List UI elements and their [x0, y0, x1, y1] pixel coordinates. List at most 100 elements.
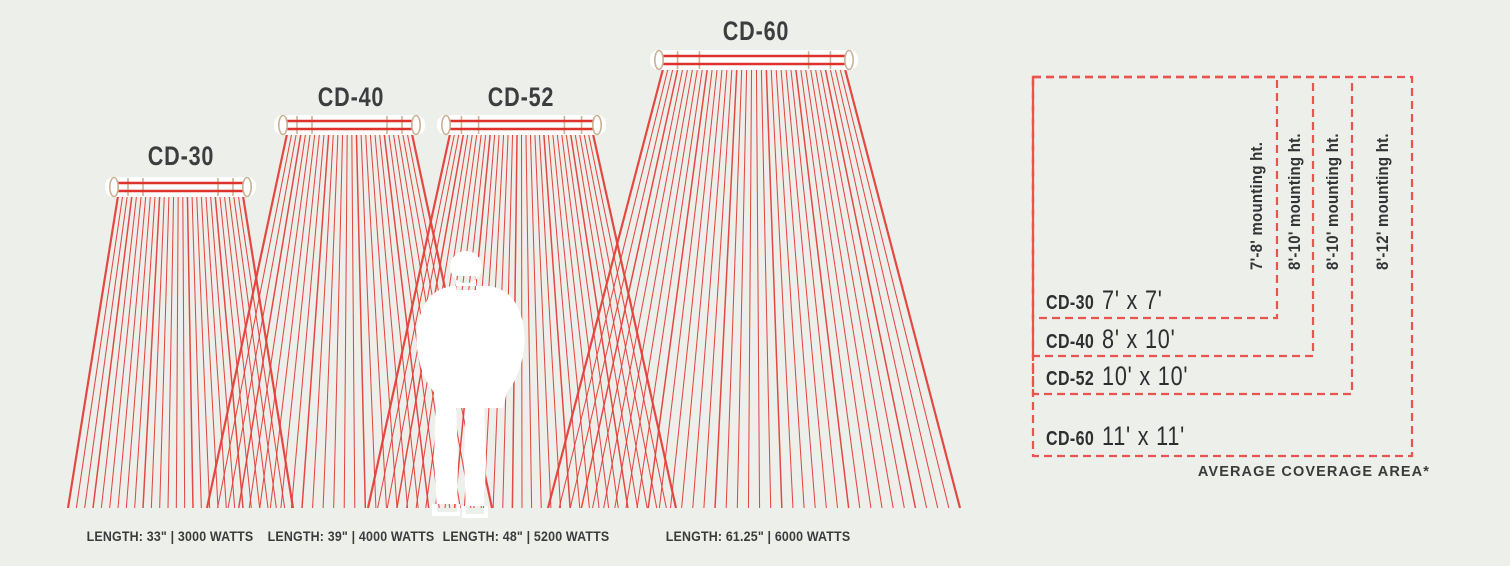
- beam-ray: [100, 195, 138, 509]
- beam-ray: [747, 68, 753, 509]
- beam-ray: [269, 133, 316, 509]
- beam-ray: [592, 68, 684, 509]
- beam-ray: [569, 133, 629, 509]
- beam-ray: [159, 195, 170, 509]
- beam-ray: [290, 133, 325, 509]
- beam-ray: [834, 68, 939, 509]
- beam-ray: [351, 133, 356, 509]
- beam-ray: [558, 68, 669, 509]
- beam-ray: [561, 133, 610, 509]
- coverage-area-box: [1031, 75, 1279, 320]
- mounting-height-label-cd30: 7'-8' mounting ht.: [1247, 141, 1266, 270]
- beam-ray: [583, 133, 658, 509]
- heater-end-cap: [277, 114, 288, 136]
- beam-ray: [603, 68, 689, 509]
- beam-ray: [625, 68, 698, 509]
- beam-ray: [109, 195, 142, 509]
- beam-ray: [538, 133, 562, 509]
- beam-ray: [355, 133, 367, 509]
- spec-caption-cd40: LENGTH: 39" | 4000 WATTS: [267, 529, 435, 544]
- beam-ray: [636, 68, 703, 509]
- heater-end-cap: [109, 176, 120, 198]
- spec-caption-cd52: LENGTH: 48" | 5200 WATTS: [442, 529, 610, 544]
- beam-ray: [669, 68, 718, 509]
- beam-ray: [142, 195, 161, 509]
- coverage-row-cd52: CD-52 10' x 10': [1046, 361, 1210, 392]
- beam-ray: [383, 133, 430, 509]
- beam-ray: [529, 133, 542, 509]
- heater-body-backing: [437, 115, 606, 135]
- heater-end-cap: [591, 114, 602, 136]
- beam-ray: [117, 195, 147, 509]
- beam-ray: [365, 133, 387, 509]
- beam-ray: [191, 195, 202, 509]
- beam-ray: [829, 68, 928, 509]
- coverage-area-value: 8' x 10': [1102, 324, 1176, 354]
- beam-ray: [248, 133, 307, 509]
- coverage-row-cd60: CD-60 11' x 11': [1046, 421, 1206, 452]
- beam-ray: [775, 68, 805, 509]
- beam-ray: [377, 133, 455, 509]
- coverage-area-box: [1031, 75, 1414, 458]
- coverage-area-value: 11' x 11': [1102, 421, 1186, 451]
- heater-body-backing: [650, 50, 858, 70]
- heater-end-cap: [843, 49, 854, 71]
- beam-ray: [579, 133, 648, 509]
- coverage-area-value: 10' x 10': [1102, 361, 1189, 391]
- beam-ray: [134, 195, 156, 509]
- beam-ray: [814, 68, 894, 509]
- beam-ray: [322, 133, 339, 509]
- beam-ray: [66, 195, 120, 509]
- beam-ray: [227, 133, 297, 509]
- beam-ray: [824, 68, 917, 509]
- beam-ray: [241, 195, 295, 509]
- beam-ray: [546, 68, 665, 509]
- beam-ray: [312, 133, 334, 509]
- beam-ray: [75, 195, 124, 509]
- person-silhouette: [416, 251, 525, 518]
- coverage-model-label: CD-30: [1046, 292, 1095, 314]
- beam-ray: [210, 195, 236, 509]
- beam-ray: [543, 133, 571, 509]
- beam-ray: [366, 133, 452, 509]
- beam-ray: [614, 68, 694, 509]
- beam-ray: [205, 195, 227, 509]
- cone-label-cd40: CD-40: [317, 82, 385, 112]
- beam-ray: [736, 68, 748, 509]
- heater-end-cap: [440, 114, 451, 136]
- beam-ray: [237, 133, 302, 509]
- heater-end-cap: [653, 49, 664, 71]
- spec-caption-cd30: LENGTH: 33" | 3000 WATTS: [86, 529, 254, 544]
- beam-ray: [800, 68, 861, 509]
- beam-ray: [379, 133, 419, 509]
- beam-ray: [217, 133, 293, 509]
- beam-ray: [569, 68, 674, 509]
- beam-ray: [755, 68, 761, 509]
- coverage-area-value: 7' x 7': [1102, 285, 1163, 315]
- beam-ray: [525, 133, 533, 509]
- beam-ray: [205, 133, 289, 509]
- beam-ray: [182, 195, 186, 509]
- beam-ray: [150, 195, 165, 509]
- beam-ray: [200, 195, 219, 509]
- beam-ray: [681, 68, 723, 509]
- coverage-area-footnote: AVERAGE COVERAGE AREA*: [1197, 464, 1430, 480]
- beam-ray: [839, 68, 950, 509]
- mounting-height-label-cd40: 8'-10' mounting ht.: [1285, 133, 1304, 270]
- beam-ray: [388, 133, 440, 509]
- beam-ray: [770, 68, 794, 509]
- beam-ray: [810, 68, 883, 509]
- beam-ray: [374, 133, 409, 509]
- heater-end-cap: [410, 114, 421, 136]
- beam-ray: [790, 68, 839, 509]
- beam-ray: [556, 133, 600, 509]
- beam-ray: [280, 133, 320, 509]
- beam-ray: [703, 68, 733, 509]
- beam-ray: [84, 195, 128, 509]
- beam-ray: [574, 133, 639, 509]
- beam-ray: [219, 195, 252, 509]
- beam-ray: [301, 133, 330, 509]
- heater-end-cap: [242, 176, 253, 198]
- beam-ray: [785, 68, 827, 509]
